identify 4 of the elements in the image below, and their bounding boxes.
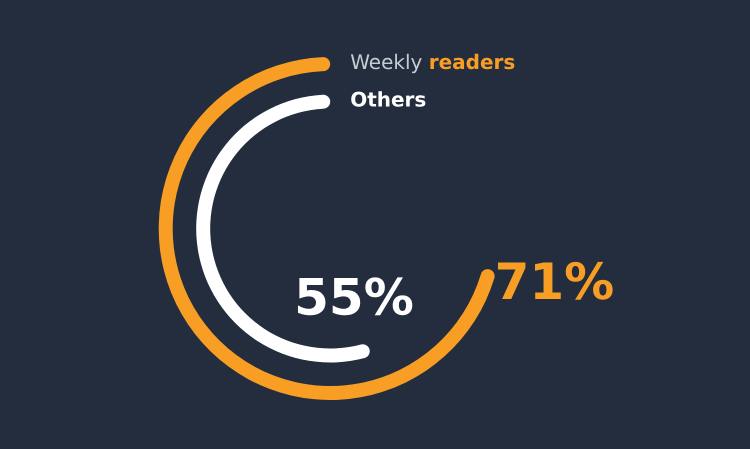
slice-label: Others <box>350 88 426 112</box>
data-label: 71% <box>494 253 614 312</box>
slice-label: Weekly readers <box>350 50 516 74</box>
data-label: 55% <box>294 268 414 327</box>
